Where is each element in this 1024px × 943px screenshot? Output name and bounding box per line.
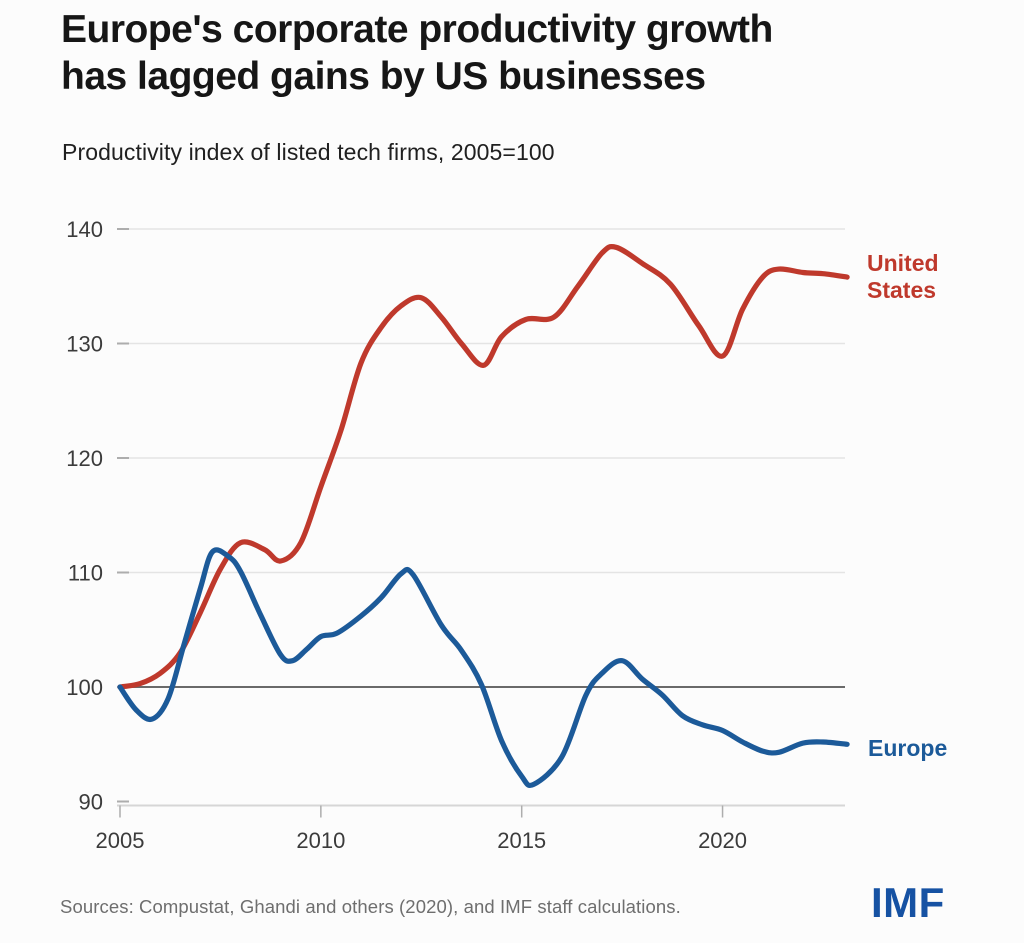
source-text: Sources: Compustat, Ghandi and others (2… [60, 896, 681, 917]
imf-logo: IMF [871, 879, 945, 926]
us-series-label: United States [867, 250, 939, 303]
us-line [117, 243, 850, 690]
y-axis-label-110: 110 [68, 561, 103, 586]
y-axis-label-140: 140 [66, 217, 103, 242]
page-title-line2: has lagged gains by US businesses [61, 55, 706, 98]
chart-subtitle: Productivity index of listed tech firms,… [62, 139, 555, 165]
x-axis-label-2010: 2010 [296, 828, 345, 853]
europe-line [117, 547, 850, 789]
page-title: Europe's corporate productivity growth h… [61, 6, 921, 100]
y-axis-label-100: 100 [66, 675, 103, 700]
y-axis-label-130: 130 [66, 332, 103, 357]
page-title-line1: Europe's corporate productivity growth [61, 8, 773, 51]
y-axis-label-120: 120 [66, 446, 103, 471]
y-axis-label-90: 90 [79, 790, 103, 815]
x-axis-label-2020: 2020 [698, 828, 747, 853]
x-axis-label-2015: 2015 [497, 828, 546, 853]
x-axis-label-2005: 2005 [96, 828, 145, 853]
europe-series-label: Europe [868, 735, 948, 761]
